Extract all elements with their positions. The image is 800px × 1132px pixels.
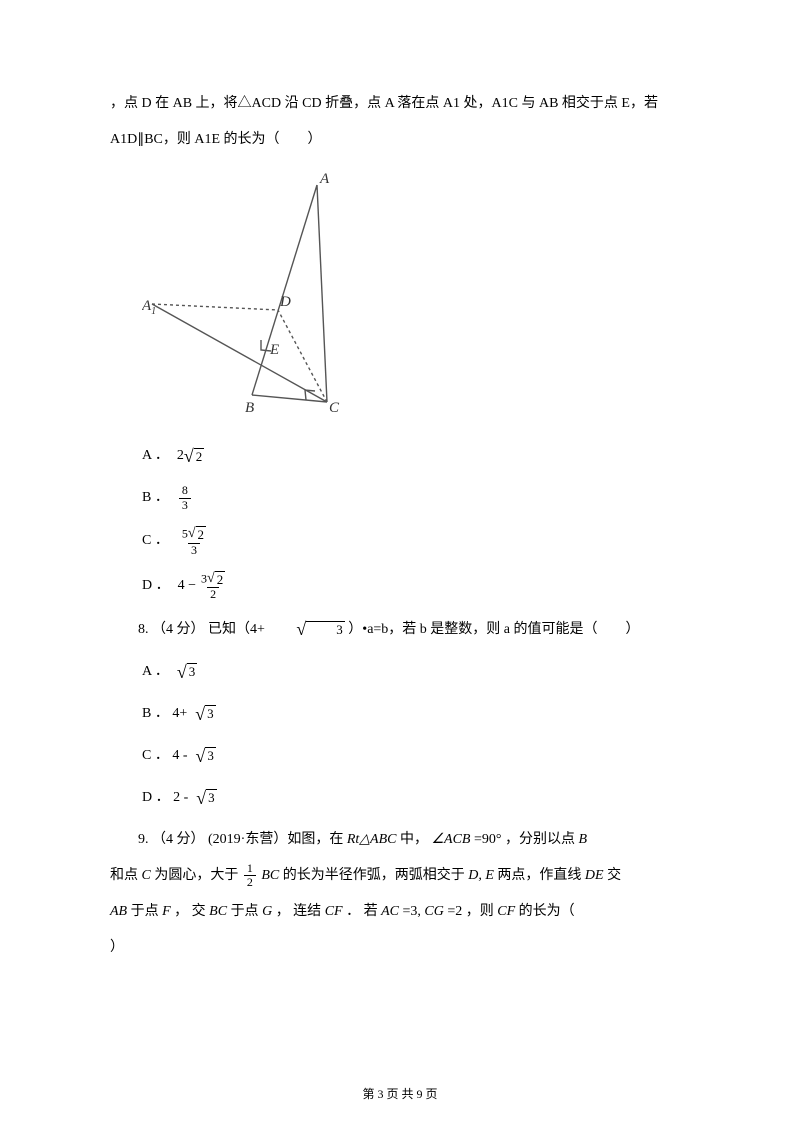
text: 8. （4 分） 已知（4+ bbox=[138, 622, 268, 637]
text: 的长为半径作弧，两弧相交于 bbox=[283, 868, 469, 883]
frac-den: 3 bbox=[188, 543, 200, 557]
expr: BC bbox=[261, 868, 279, 883]
frac-den: 3 bbox=[179, 498, 191, 512]
q8-option-a: A ． √3 bbox=[142, 658, 690, 686]
frac-num: 1 bbox=[244, 862, 256, 875]
text: 于点 bbox=[131, 904, 163, 919]
expr: CF bbox=[325, 904, 343, 919]
frac-num: 5√2 bbox=[179, 526, 209, 543]
text: ． 若 bbox=[346, 904, 381, 919]
text: ， 交 bbox=[174, 904, 209, 919]
coef: 2 bbox=[177, 442, 184, 470]
expr: B bbox=[578, 832, 587, 847]
frac-num: 8 bbox=[179, 484, 191, 497]
q7-option-d: D ． 4 − 3√2 2 bbox=[142, 571, 690, 602]
option-label: C ． 4 - bbox=[142, 742, 188, 770]
q8-option-b: B ． 4+ √3 bbox=[142, 700, 690, 728]
q7-option-b: B ． 8 3 bbox=[142, 484, 690, 512]
option-label: D ． 2 - bbox=[142, 784, 188, 812]
text: =2 ，则 bbox=[447, 904, 497, 919]
frac-den: 2 bbox=[244, 875, 256, 889]
text: 的长为（ bbox=[519, 904, 575, 919]
expr: F bbox=[162, 904, 171, 919]
label-D: D bbox=[279, 294, 291, 310]
option-label: A ． bbox=[142, 442, 169, 470]
expr: C bbox=[142, 868, 151, 883]
option-label: B ． 4+ bbox=[142, 700, 187, 728]
option-label: A ． bbox=[142, 658, 169, 686]
text: 交 bbox=[607, 868, 621, 883]
expr: AC bbox=[381, 904, 399, 919]
expr: ∠ACB bbox=[431, 832, 470, 847]
expr: BC bbox=[209, 904, 227, 919]
frac-num: 3√2 bbox=[198, 571, 228, 588]
label-E: E bbox=[269, 342, 279, 358]
radicand: 2 bbox=[215, 571, 226, 588]
label-B: B bbox=[245, 400, 254, 415]
triangle-fold-diagram: A A1 B C D E bbox=[142, 170, 352, 415]
expr: Rt△ABC bbox=[347, 832, 397, 847]
radicand: 2 bbox=[194, 448, 205, 465]
frac-den: 2 bbox=[207, 587, 219, 601]
expr: DE bbox=[585, 868, 604, 883]
text: 两点，作直线 bbox=[497, 868, 585, 883]
lead: 4 − bbox=[178, 572, 196, 600]
text: ， 连结 bbox=[276, 904, 325, 919]
text: 中， bbox=[400, 832, 432, 847]
q7-line2: A1D∥BC，则 A1E 的长为（ ） bbox=[110, 126, 690, 154]
q9-line1: 9. （4 分） (2019·东营）如图，在 Rt△ABC 中， ∠ACB =9… bbox=[110, 826, 690, 854]
radicand: 3 bbox=[205, 747, 216, 764]
expr: D, E bbox=[468, 868, 494, 883]
text: 和点 bbox=[110, 868, 142, 883]
option-label: C ． bbox=[142, 527, 169, 555]
q8-option-c: C ． 4 - √3 bbox=[142, 742, 690, 770]
q7-line1: ，点 D 在 AB 上，将△ACD 沿 CD 折叠，点 A 落在点 A1 处，A… bbox=[110, 90, 690, 118]
expr: CG bbox=[424, 904, 443, 919]
q9-line2: 和点 C 为圆心，大于 1 2 BC 的长为半径作弧，两弧相交于 D, E 两点… bbox=[110, 862, 690, 890]
q7-figure: A A1 B C D E bbox=[142, 170, 690, 426]
page-footer: 第 3 页 共 9 页 bbox=[0, 1082, 800, 1106]
radicand: 3 bbox=[306, 621, 345, 638]
option-label: D ． bbox=[142, 572, 170, 600]
label-A1: A1 bbox=[142, 298, 156, 317]
text: 为圆心，大于 bbox=[154, 868, 242, 883]
radicand: 3 bbox=[206, 789, 217, 806]
expr: AB bbox=[110, 904, 127, 919]
text: =3, bbox=[402, 904, 424, 919]
expr: G bbox=[262, 904, 272, 919]
text: 9. （4 分） (2019·东营）如图，在 bbox=[138, 832, 347, 847]
option-label: B ． bbox=[142, 484, 169, 512]
q9-line4: ） bbox=[110, 934, 690, 962]
radicand: 3 bbox=[205, 705, 216, 722]
q7-option-c: C ． 5√2 3 bbox=[142, 526, 690, 557]
text: 于点 bbox=[231, 904, 263, 919]
q9-line3: AB 于点 F ， 交 BC 于点 G ， 连结 CF ． 若 AC =3, C… bbox=[110, 898, 690, 926]
label-C: C bbox=[329, 400, 340, 415]
text: =90° ，分别以点 bbox=[474, 832, 579, 847]
text: ）•a=b，若 b 是整数，则 a 的值可能是（ ） bbox=[348, 622, 639, 637]
label-A: A bbox=[319, 171, 330, 187]
q8-option-d: D ． 2 - √3 bbox=[142, 784, 690, 812]
q8-lead: 8. （4 分） 已知（4+ √3 ）•a=b，若 b 是整数，则 a 的值可能… bbox=[110, 616, 690, 644]
q7-option-a: A ． 2 √2 bbox=[142, 442, 690, 470]
radicand: 3 bbox=[187, 663, 198, 680]
radicand: 2 bbox=[196, 526, 207, 543]
expr: CF bbox=[497, 904, 515, 919]
